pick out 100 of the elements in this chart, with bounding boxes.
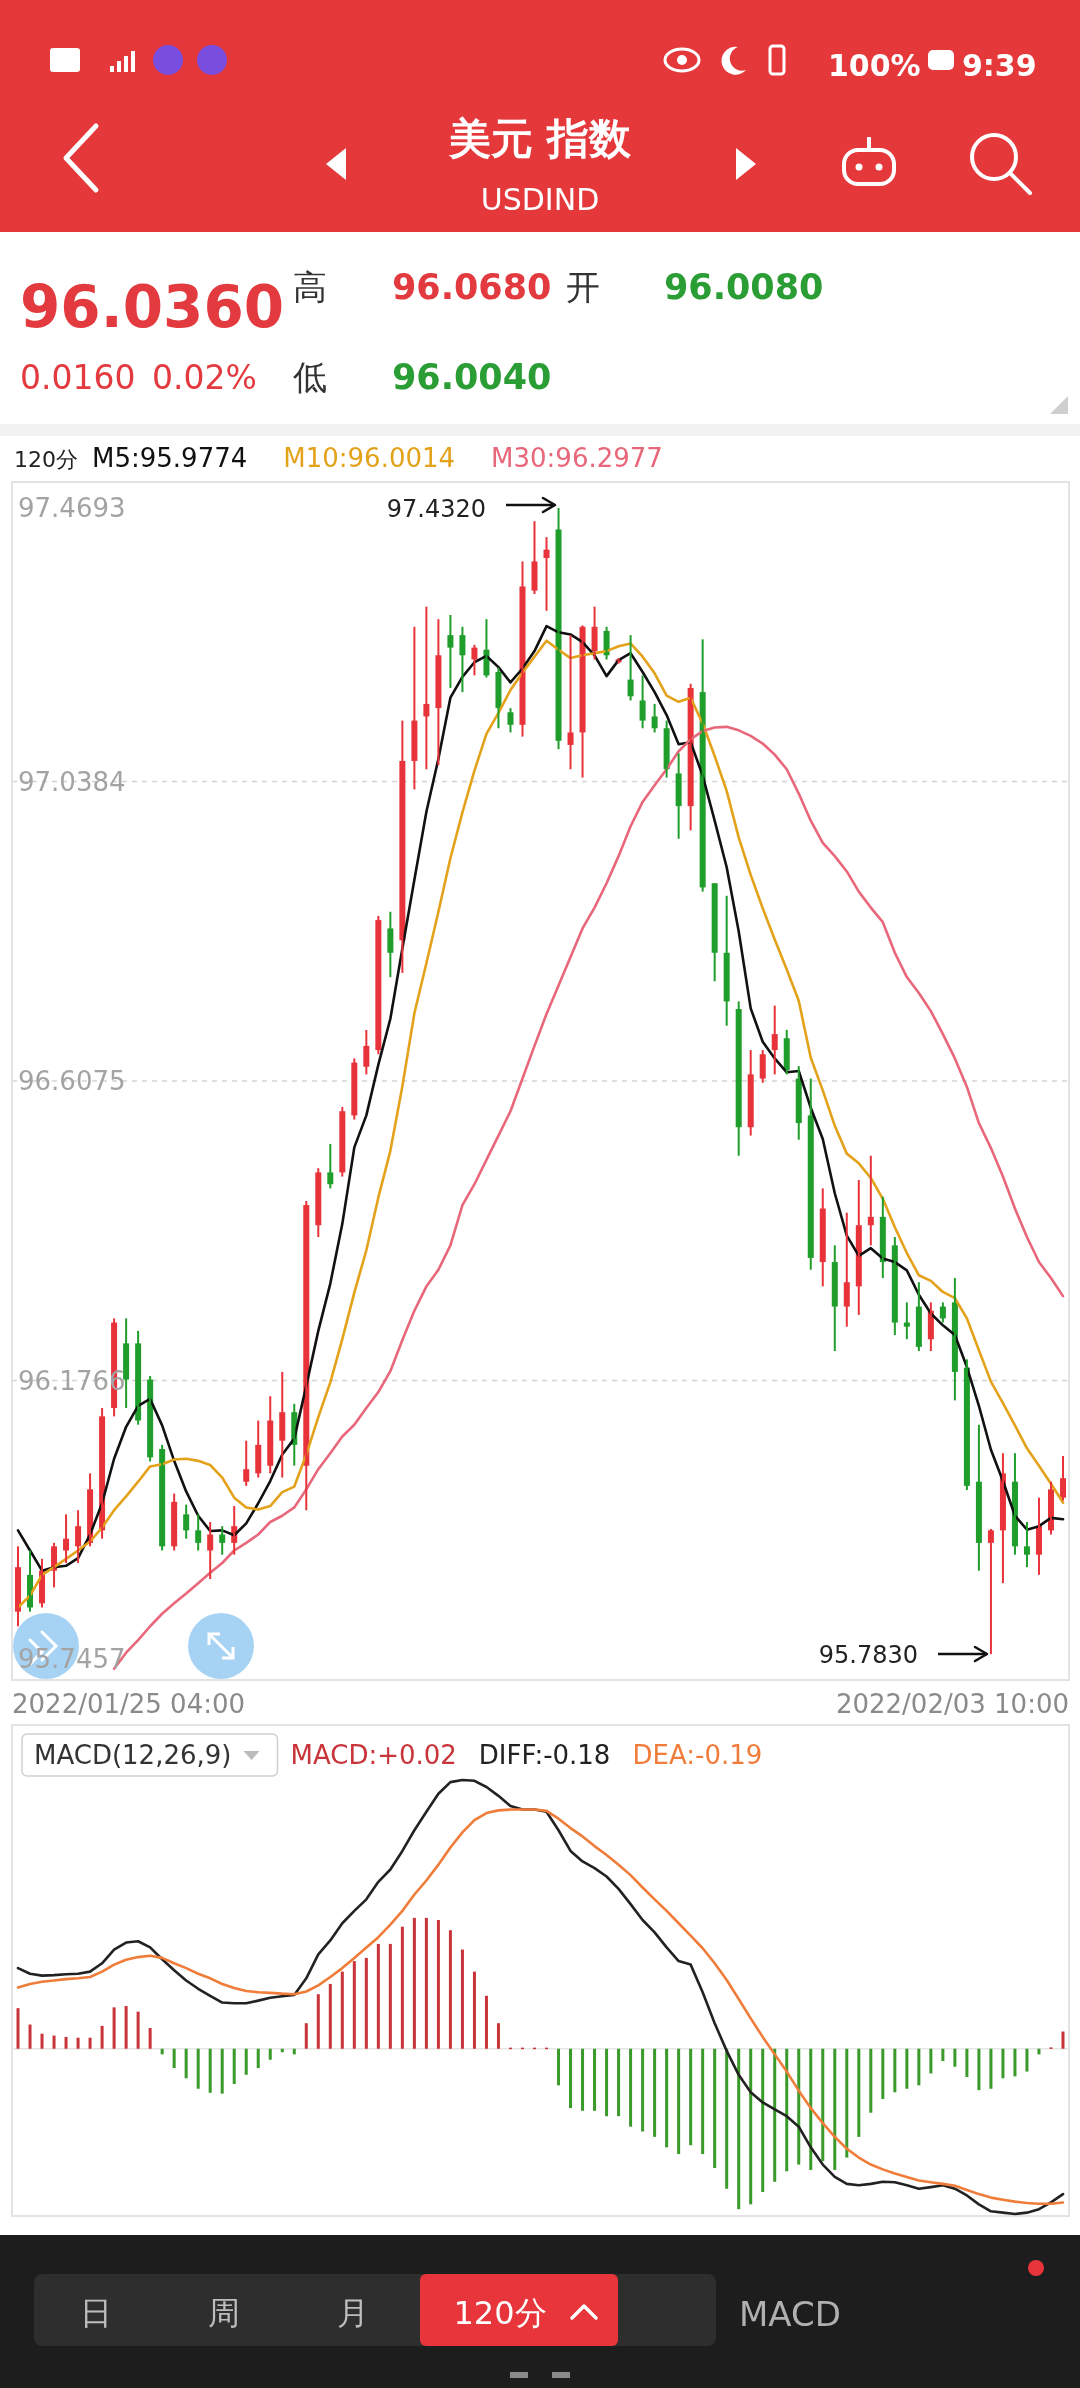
bar <box>881 2048 885 2099</box>
bar <box>557 2048 561 2086</box>
annotation: 2022/02/03 10:00 <box>835 1689 1069 1719</box>
annotation: 周 <box>208 2294 240 2332</box>
bar <box>64 2036 68 2049</box>
bar <box>280 2048 284 2053</box>
bar <box>605 2048 609 2117</box>
bar <box>340 1971 344 2049</box>
bar <box>388 1943 392 2049</box>
bar <box>713 2048 717 2169</box>
bar <box>424 1917 428 2049</box>
annotation: 100% <box>828 48 921 83</box>
annotation: 0.0160 <box>20 358 136 397</box>
bar <box>677 2048 681 2155</box>
bar <box>761 2048 765 2192</box>
bar <box>376 1943 380 2049</box>
bar <box>232 2048 236 2084</box>
bar <box>88 2037 92 2049</box>
tick-label: 97.4693 <box>18 493 126 523</box>
bar <box>941 2048 945 2062</box>
bar <box>593 2048 597 2111</box>
bar <box>124 2006 128 2049</box>
bar <box>472 1971 476 2049</box>
bar <box>208 2048 212 2093</box>
legend: DEA:-0.19 <box>632 1740 763 1770</box>
bar <box>352 1961 356 2049</box>
bar <box>196 2048 200 2089</box>
bar <box>112 2007 116 2049</box>
bar <box>869 2048 873 2113</box>
annotation: 120分 <box>14 447 78 472</box>
bar <box>977 2048 981 2091</box>
annotation: 日 <box>80 2294 112 2332</box>
bar <box>653 2048 657 2137</box>
annotation: 97.4320 <box>386 495 486 523</box>
bar <box>965 2048 969 2077</box>
bar <box>268 2048 272 2060</box>
bar <box>496 2023 500 2049</box>
annotation: 高 <box>293 267 327 307</box>
bar <box>412 1917 416 2049</box>
title: 美元 指数 <box>448 114 632 163</box>
legend: M30:96.2977 <box>491 443 663 473</box>
bar <box>917 2048 921 2086</box>
bar <box>641 2048 645 2132</box>
annotation: 96.0040 <box>392 357 552 397</box>
annotation: 低 <box>293 357 327 397</box>
bar <box>905 2048 909 2089</box>
tick-label: 97.0384 <box>18 766 126 797</box>
legend: MACD:+0.02 <box>290 1740 457 1770</box>
annotation: 96.0680 <box>392 267 552 307</box>
bar <box>52 2035 56 2049</box>
bar <box>172 2048 176 2069</box>
tick-label: 96.6075 <box>18 1066 126 1096</box>
bar <box>148 2028 152 2049</box>
bar <box>28 2024 32 2049</box>
bar <box>857 2048 861 2137</box>
bar <box>400 1926 404 2049</box>
annotation: 120分 <box>453 2294 547 2332</box>
bar <box>737 2048 741 2210</box>
bar <box>364 1957 368 2049</box>
annotation: 2022/01/25 04:00 <box>12 1689 246 1719</box>
bar <box>953 2048 957 2067</box>
bar <box>460 1949 464 2049</box>
legend: M10:96.0014 <box>283 443 456 473</box>
annotation: 95.7830 <box>818 1641 918 1669</box>
bar <box>316 1994 320 2049</box>
annotation: 开 <box>566 267 600 307</box>
bar <box>448 1930 452 2049</box>
bar <box>184 2048 188 2079</box>
subtitle: USDIND <box>480 182 600 217</box>
annotation: 0.02% <box>152 358 257 397</box>
bar <box>833 2048 837 2170</box>
bar <box>929 2048 933 2074</box>
bar <box>244 2048 248 2075</box>
bar <box>436 1920 440 2049</box>
legend: DIFF:-0.18 <box>478 1740 611 1770</box>
bar <box>328 1983 332 2049</box>
bar <box>100 2025 104 2049</box>
bar <box>665 2048 669 2148</box>
bar <box>256 2048 260 2069</box>
title: MACD(12,26,9) <box>34 1740 232 1770</box>
annotation: MACD <box>739 2294 841 2334</box>
bar <box>136 2011 140 2049</box>
bar <box>809 2048 813 2170</box>
bar <box>989 2048 993 2089</box>
bar <box>304 2023 308 2049</box>
bar <box>1025 2048 1029 2072</box>
bar <box>773 2048 777 2182</box>
bar <box>617 2048 621 2117</box>
bar <box>821 2048 825 2162</box>
bar <box>785 2048 789 2172</box>
bar <box>689 2048 693 2146</box>
bar <box>569 2048 573 2109</box>
bar <box>484 1995 488 2049</box>
bar <box>1061 2031 1065 2049</box>
legend: M5:95.9774 <box>92 443 248 473</box>
bar <box>220 2048 224 2094</box>
annotation: 月 <box>337 2294 369 2332</box>
bar <box>76 2037 80 2049</box>
annotation: 96.0080 <box>664 267 824 307</box>
bar <box>1013 2048 1017 2077</box>
